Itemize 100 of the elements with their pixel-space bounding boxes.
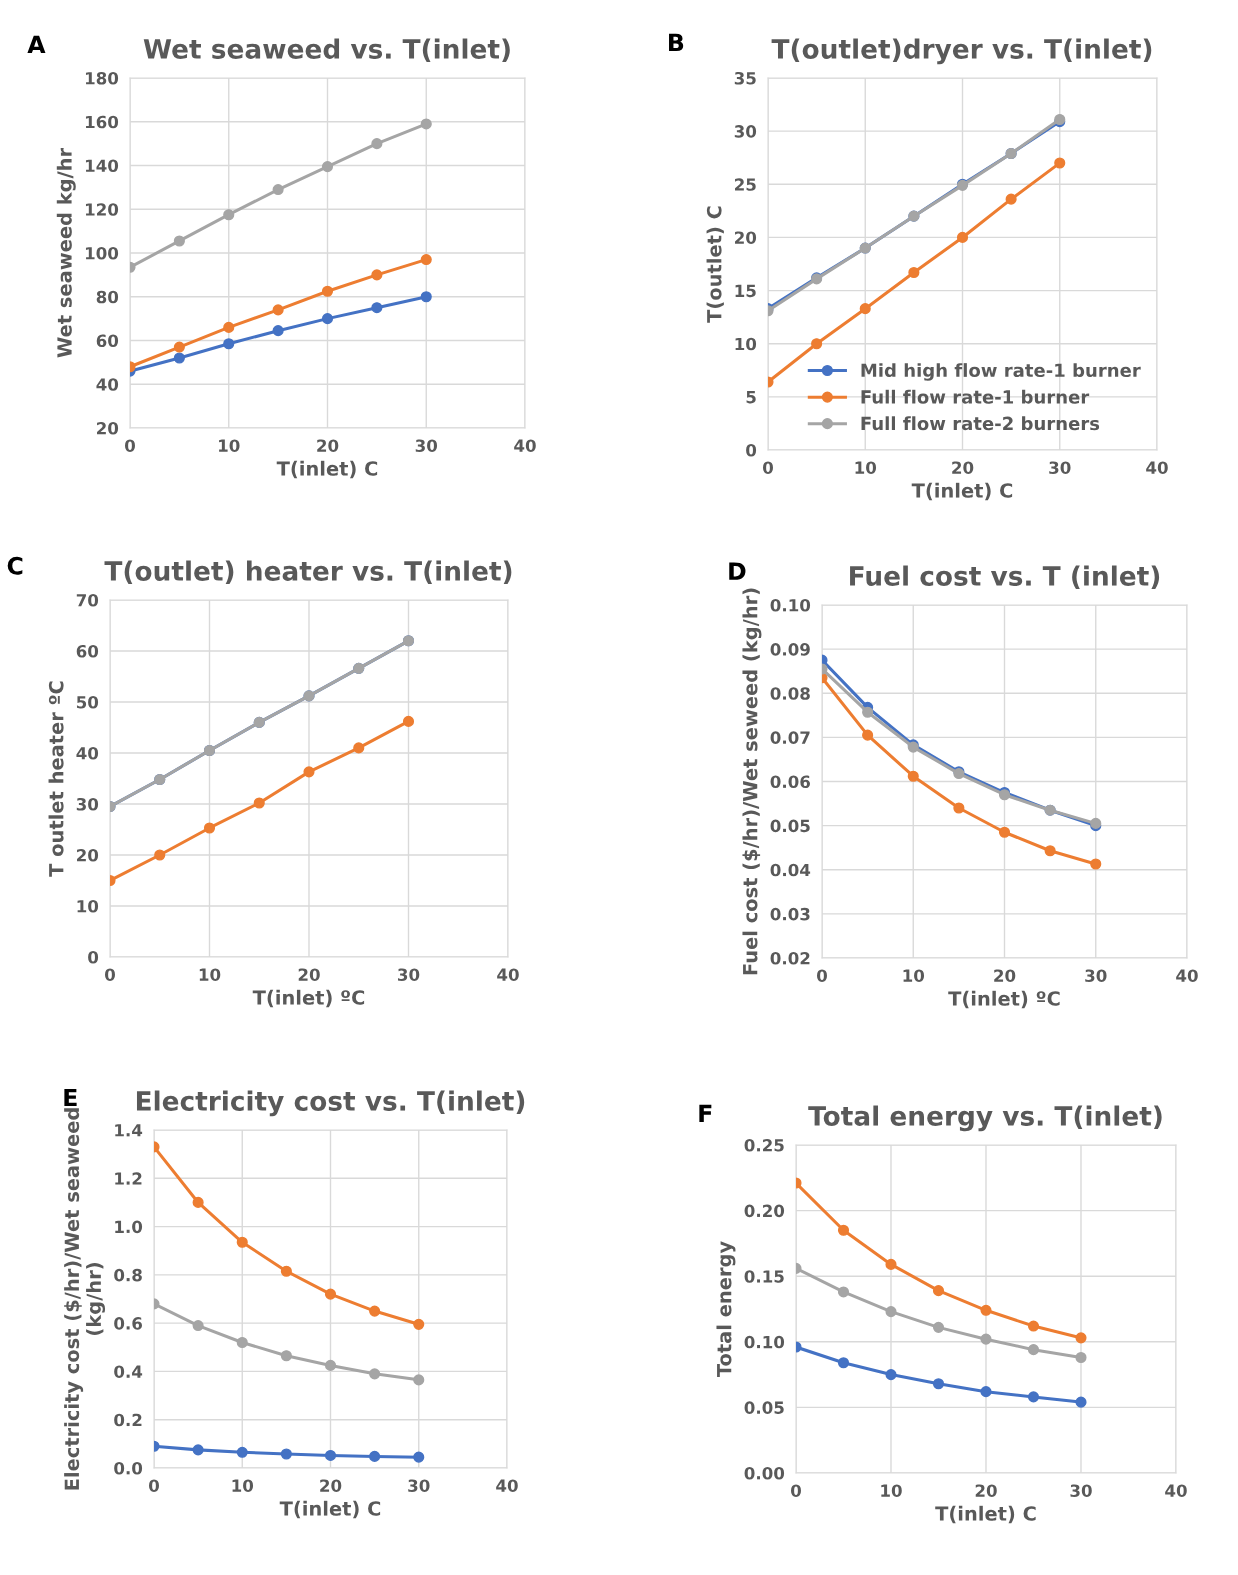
y-axis-title: T outlet heater ºC [48,681,64,877]
y-tick-label: 10 [77,899,99,913]
text: A [27,35,46,54]
y-tick-label: 0.06 [770,775,810,789]
text: E [64,1088,77,1107]
y-tick-label: 1.2 [115,1172,142,1185]
x-tick-label: 20 [298,968,320,982]
x-tick-label: 30 [398,968,420,982]
y-tick-label: 180 [85,71,119,85]
y-tick-label: 20 [77,848,99,862]
x-tick-label: 0 [149,1479,159,1493]
x-axis-title: T(inlet) ºC [948,990,1060,1009]
y-tick-label: 40 [76,746,99,760]
y-tick-label: 160 [85,115,119,129]
legend-label: Mid high flow rate-1 burner [861,363,1141,381]
y-tick-label: 5 [746,391,756,404]
x-tick-label: 10 [881,1484,902,1498]
y-axis-title: Wet seaweed kg/hr [56,147,76,358]
y-axis-title: T(outlet) C [706,206,724,323]
y-tick-label: 50 [76,695,99,709]
y-tick-label: 0 [88,950,99,964]
x-tick-label: 10 [199,968,221,982]
y-tick-label: 30 [734,125,757,138]
chart-title: Electricity cost vs. T(inlet) [136,1090,525,1117]
y-tick-label: 0.05 [770,819,810,833]
x-axis-title: T(inlet) C [276,460,378,479]
chart-title: T(outlet) heater vs. T(inlet) [104,560,512,585]
y-tick-label: 30 [76,797,99,811]
x-tick-label: 30 [1085,969,1107,983]
legend-label: Full flow rate-2 burners [861,416,1100,431]
y-tick-label: 120 [85,203,119,216]
y-tick-label: 0.09 [770,643,810,656]
x-tick-label: 40 [514,439,536,453]
y-tick-label: 25 [735,178,756,191]
y-tick-label: 0.03 [770,907,810,921]
y-tick-label: 15 [735,284,756,298]
x-tick-label: 30 [408,1479,430,1493]
chart-title: Wet seaweed vs. T(inlet) [143,38,510,63]
x-tick-label: 10 [219,439,240,453]
y-tick-label: 0.10 [770,598,811,612]
x-tick-label: 40 [1165,1484,1187,1498]
y-tick-label: 0.15 [744,1270,784,1283]
text: F [699,1104,712,1122]
text: B [669,33,684,52]
x-tick-label: 30 [415,439,438,453]
legend-label: Full flow rate-1 burner [861,389,1090,404]
x-tick-label: 30 [1049,461,1071,475]
x-tick-label: 20 [994,969,1016,983]
y-tick-label: 80 [96,290,119,304]
x-tick-label: 20 [975,1484,997,1498]
y-tick-label: 60 [76,644,99,658]
y-tick-label: 10 [735,337,757,351]
y-axis-title: Total energy [716,1241,736,1378]
chart-title: T(outlet)dryer vs. T(inlet) [771,38,1152,65]
x-axis-title: T(inlet) C [935,1505,1036,1524]
x-tick-label: 10 [232,1479,254,1493]
y-tick-label: 0.04 [770,863,811,877]
x-tick-label: 30 [1070,1484,1092,1498]
y-tick-label: 0.05 [744,1401,784,1414]
y-tick-label: 0.6 [114,1317,142,1330]
y-tick-label: 20 [97,421,119,435]
x-tick-label: 40 [1176,969,1198,983]
y-tick-label: 1.0 [115,1220,143,1234]
x-tick-label: 40 [1146,461,1168,475]
y-tick-label: 0.4 [114,1365,143,1378]
x-tick-label: 40 [496,1479,518,1493]
x-axis-title: T(inlet) C [911,482,1013,501]
x-tick-label: 20 [952,461,974,475]
x-tick-label: 10 [903,969,925,983]
x-tick-label: 20 [320,1479,342,1493]
y-tick-label: 35 [734,71,756,85]
y-tick-label: 0.10 [744,1335,785,1349]
x-tick-label: 0 [817,969,827,983]
y-tick-label: 0.0 [114,1461,143,1475]
chart-title: Total energy vs. T(inlet) [808,1105,1162,1132]
x-tick-label: 40 [497,968,519,982]
chart-title: Fuel cost vs. T (inlet) [850,565,1160,590]
text: C [7,556,23,575]
x-tick-label: 20 [317,439,339,453]
y-tick-label: 0.25 [744,1138,784,1152]
y-tick-label: 20 [735,231,757,244]
x-axis-title: T(inlet) C [279,1500,381,1519]
y-axis-title: Electricity cost ($/hr)/Wet seaweed (kg/hr) [64,1108,106,1490]
text: D [729,562,746,580]
y-tick-label: 60 [96,334,119,348]
y-tick-label: 0.20 [744,1204,785,1218]
y-tick-label: 1.4 [115,1124,143,1137]
y-tick-label: 40 [96,378,119,391]
x-tick-label: 10 [855,461,877,475]
y-tick-label: 140 [85,159,119,173]
y-axis-title: Fuel cost ($/hr)/Wet seweed (kg/hr) [742,588,762,975]
y-tick-label: 0.02 [770,951,810,965]
y-tick-label: 100 [85,246,119,260]
y-tick-label: 70 [76,593,99,607]
y-tick-label: 0.07 [770,731,810,744]
y-tick-label: 0.2 [114,1413,142,1427]
y-tick-label: 0.8 [114,1268,142,1282]
x-axis-title: T(inlet) ºC [252,989,365,1008]
y-tick-label: 0.08 [770,687,810,700]
y-tick-label: 0.00 [744,1466,785,1480]
